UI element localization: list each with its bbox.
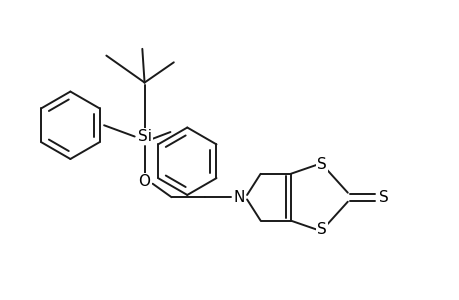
Text: N: N: [233, 190, 244, 205]
Text: S: S: [317, 222, 326, 237]
Text: S: S: [317, 157, 326, 172]
Text: O: O: [138, 174, 150, 189]
Text: S: S: [378, 190, 388, 205]
Text: Si: Si: [137, 129, 151, 144]
